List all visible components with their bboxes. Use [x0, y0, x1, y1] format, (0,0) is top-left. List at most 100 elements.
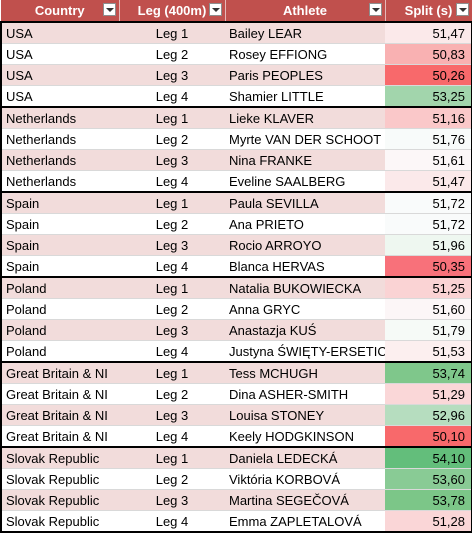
- athlete-cell[interactable]: Myrte VAN DER SCHOOT: [225, 128, 385, 150]
- split-cell[interactable]: 53,25: [385, 85, 472, 108]
- athlete-cell[interactable]: Shamier LITTLE: [225, 85, 385, 108]
- country-cell[interactable]: Netherlands: [0, 170, 119, 193]
- athlete-cell[interactable]: Viktória KORBOVÁ: [225, 468, 385, 490]
- leg-cell[interactable]: Leg 1: [119, 191, 225, 214]
- filter-dropdown-icon[interactable]: [455, 3, 469, 16]
- country-cell[interactable]: Spain: [0, 213, 119, 235]
- split-cell[interactable]: 51,76: [385, 128, 472, 150]
- leg-cell[interactable]: Leg 3: [119, 404, 225, 426]
- split-cell[interactable]: 53,78: [385, 489, 472, 511]
- country-cell[interactable]: Spain: [0, 255, 119, 278]
- country-cell[interactable]: Slovak Republic: [0, 468, 119, 490]
- country-cell[interactable]: Poland: [0, 319, 119, 341]
- country-cell[interactable]: Great Britain & NI: [0, 404, 119, 426]
- athlete-cell[interactable]: Anastazja KUŚ: [225, 319, 385, 341]
- athlete-cell[interactable]: Tess MCHUGH: [225, 361, 385, 384]
- split-cell[interactable]: 50,10: [385, 425, 472, 448]
- country-cell[interactable]: Netherlands: [0, 128, 119, 150]
- country-cell[interactable]: USA: [0, 85, 119, 108]
- split-cell[interactable]: 50,83: [385, 43, 472, 65]
- leg-cell[interactable]: Leg 1: [119, 446, 225, 469]
- country-cell[interactable]: Poland: [0, 298, 119, 320]
- athlete-cell[interactable]: Ana PRIETO: [225, 213, 385, 235]
- athlete-cell[interactable]: Paris PEOPLES: [225, 64, 385, 86]
- leg-cell[interactable]: Leg 4: [119, 425, 225, 448]
- leg-cell[interactable]: Leg 3: [119, 319, 225, 341]
- athlete-cell[interactable]: Paula SEVILLA: [225, 191, 385, 214]
- leg-cell[interactable]: Leg 3: [119, 149, 225, 171]
- athlete-cell[interactable]: Blanca HERVAS: [225, 255, 385, 278]
- split-cell[interactable]: 52,96: [385, 404, 472, 426]
- country-cell[interactable]: Great Britain & NI: [0, 383, 119, 405]
- leg-cell[interactable]: Leg 2: [119, 43, 225, 65]
- country-cell[interactable]: Slovak Republic: [0, 446, 119, 469]
- athlete-cell[interactable]: Nina FRANKE: [225, 149, 385, 171]
- split-cell[interactable]: 51,53: [385, 340, 472, 363]
- country-cell[interactable]: USA: [0, 43, 119, 65]
- country-cell[interactable]: Poland: [0, 340, 119, 363]
- athlete-cell[interactable]: Lieke KLAVER: [225, 106, 385, 129]
- leg-cell[interactable]: Leg 4: [119, 85, 225, 108]
- country-cell[interactable]: Netherlands: [0, 149, 119, 171]
- split-cell[interactable]: 51,60: [385, 298, 472, 320]
- athlete-cell[interactable]: Emma ZAPLETALOVÁ: [225, 510, 385, 533]
- athlete-cell[interactable]: Natalia BUKOWIECKA: [225, 276, 385, 299]
- split-cell[interactable]: 51,25: [385, 276, 472, 299]
- athlete-cell[interactable]: Rosey EFFIONG: [225, 43, 385, 65]
- split-cell[interactable]: 51,47: [385, 21, 472, 44]
- country-cell[interactable]: Slovak Republic: [0, 510, 119, 533]
- country-cell[interactable]: Great Britain & NI: [0, 425, 119, 448]
- split-cell[interactable]: 51,28: [385, 510, 472, 533]
- leg-cell[interactable]: Leg 3: [119, 234, 225, 256]
- leg-cell[interactable]: Leg 2: [119, 128, 225, 150]
- athlete-cell[interactable]: Bailey LEAR: [225, 21, 385, 44]
- split-cell[interactable]: 53,74: [385, 361, 472, 384]
- athlete-cell[interactable]: Justyna ŚWIĘTY-ERSETIC: [225, 340, 385, 363]
- country-cell[interactable]: Great Britain & NI: [0, 361, 119, 384]
- split-cell[interactable]: 51,16: [385, 106, 472, 129]
- split-cell[interactable]: 51,47: [385, 170, 472, 193]
- split-cell[interactable]: 53,60: [385, 468, 472, 490]
- leg-cell[interactable]: Leg 3: [119, 64, 225, 86]
- leg-cell[interactable]: Leg 4: [119, 255, 225, 278]
- leg-cell[interactable]: Leg 2: [119, 468, 225, 490]
- athlete-cell[interactable]: Keely HODGKINSON: [225, 425, 385, 448]
- country-cell[interactable]: Poland: [0, 276, 119, 299]
- leg-cell[interactable]: Leg 1: [119, 106, 225, 129]
- athlete-cell[interactable]: Rocio ARROYO: [225, 234, 385, 256]
- country-cell[interactable]: USA: [0, 64, 119, 86]
- filter-dropdown-icon[interactable]: [368, 3, 382, 16]
- split-cell[interactable]: 50,26: [385, 64, 472, 86]
- filter-dropdown-icon[interactable]: [102, 3, 116, 16]
- country-cell[interactable]: USA: [0, 21, 119, 44]
- split-cell[interactable]: 51,96: [385, 234, 472, 256]
- leg-cell[interactable]: Leg 2: [119, 383, 225, 405]
- athlete-cell[interactable]: Eveline SAALBERG: [225, 170, 385, 193]
- athlete-cell[interactable]: Louisa STONEY: [225, 404, 385, 426]
- athlete-cell[interactable]: Martina SEGEČOVÁ: [225, 489, 385, 511]
- split-cell[interactable]: 54,10: [385, 446, 472, 469]
- leg-cell[interactable]: Leg 4: [119, 510, 225, 533]
- split-cell[interactable]: 51,72: [385, 191, 472, 214]
- leg-cell[interactable]: Leg 1: [119, 21, 225, 44]
- split-cell[interactable]: 50,35: [385, 255, 472, 278]
- country-cell[interactable]: Spain: [0, 191, 119, 214]
- filter-dropdown-icon[interactable]: [208, 3, 222, 16]
- country-cell[interactable]: Spain: [0, 234, 119, 256]
- split-cell[interactable]: 51,29: [385, 383, 472, 405]
- athlete-cell[interactable]: Anna GRYC: [225, 298, 385, 320]
- leg-cell[interactable]: Leg 3: [119, 489, 225, 511]
- athlete-cell[interactable]: Daniela LEDECKÁ: [225, 446, 385, 469]
- country-cell[interactable]: Netherlands: [0, 106, 119, 129]
- athlete-cell[interactable]: Dina ASHER-SMITH: [225, 383, 385, 405]
- country-cell[interactable]: Slovak Republic: [0, 489, 119, 511]
- leg-cell[interactable]: Leg 1: [119, 361, 225, 384]
- leg-cell[interactable]: Leg 4: [119, 170, 225, 193]
- leg-cell[interactable]: Leg 1: [119, 276, 225, 299]
- split-cell[interactable]: 51,61: [385, 149, 472, 171]
- leg-cell[interactable]: Leg 2: [119, 213, 225, 235]
- leg-cell[interactable]: Leg 4: [119, 340, 225, 363]
- leg-cell[interactable]: Leg 2: [119, 298, 225, 320]
- split-cell[interactable]: 51,72: [385, 213, 472, 235]
- split-cell[interactable]: 51,79: [385, 319, 472, 341]
